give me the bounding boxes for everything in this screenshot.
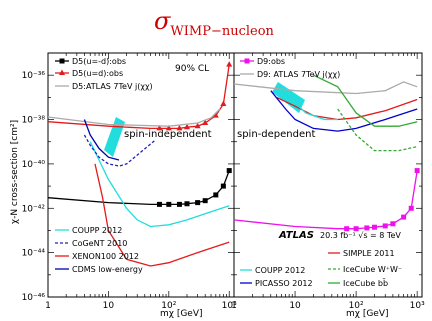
legend-label: D9:obs <box>257 57 285 66</box>
sd-label: spin-dependent <box>237 129 315 140</box>
series-line-coupp-2012 <box>288 96 338 121</box>
legend-label: XENON100 2012 <box>72 252 139 261</box>
legend-entry: D5(u=d):obs <box>55 69 123 78</box>
y-tick-label: 10⁻⁴² <box>22 204 46 214</box>
series-line-d5-u-d-obs <box>47 170 230 206</box>
x-axis-label-left: mχ [GeV] <box>160 309 203 319</box>
x-tick-label: 10 <box>289 301 301 311</box>
legend-label: CoGeNT 2010 <box>72 239 127 248</box>
series-point-d9-obs <box>414 168 420 174</box>
series-line-d5-u-d-obs <box>47 64 230 130</box>
legend-marker <box>59 69 65 75</box>
series-point-d5-u-d-obs <box>176 124 183 131</box>
series-point-d5-u-d-obs <box>213 192 219 198</box>
series-point-d5-u-d-obs <box>220 183 226 189</box>
x-tick-label: 10² <box>161 301 176 311</box>
legend-marker <box>59 58 65 64</box>
legend-entry: D5:ATLAS 7TeV j(χχ) <box>55 82 153 91</box>
legend-label: CDMS low-energy <box>72 265 143 274</box>
coupp-si-signal-band <box>104 117 125 157</box>
legend-label: PICASSO 2012 <box>255 279 313 288</box>
legend-entry: COUPP 2012 <box>55 226 122 235</box>
series-point-d5-u-d-obs <box>156 124 163 131</box>
series-point-d5-u-d-obs <box>212 112 219 118</box>
chart-title: σWIMP−nucleon <box>154 7 275 39</box>
legend-label: IceCube bb̄ <box>343 278 388 288</box>
plot-layer: D5(u=-d):obs D5(u=d):obs D5:ATLAS 7TeV j(χ… <box>47 57 420 288</box>
legend-label: D9: ATLAS 7TeV j(χχ) <box>257 70 340 79</box>
si-label: spin-independent <box>124 129 212 140</box>
cl-label: 90% CL <box>175 64 209 74</box>
series-point-d5-u-d-obs <box>202 198 208 204</box>
series-point-d9-obs <box>364 225 370 231</box>
x-tick-label: 1 <box>231 301 237 311</box>
right-panel-frame <box>233 52 423 298</box>
series-line-d9-obs <box>233 170 418 230</box>
title-symbol: σ <box>154 7 171 35</box>
series-point-d5-u-d-obs <box>202 119 209 125</box>
legend-label: COUPP 2012 <box>255 266 305 275</box>
series-line-d5-atlas-7tev-j <box>47 108 221 127</box>
legend-entry: D9: ATLAS 7TeV j(χχ) <box>240 70 340 79</box>
series-point-d5-u-d-obs <box>220 100 227 107</box>
y-tick-label: 10⁻⁴⁰ <box>22 160 46 170</box>
series-point-d9-obs <box>408 205 414 211</box>
y-tick-label: 10⁻³⁸ <box>22 116 46 126</box>
y-tick-label: 10⁻⁴⁴ <box>22 249 46 259</box>
legend-entry: IceCube bb̄ <box>328 278 388 288</box>
series-point-d5-u-d-obs <box>194 122 201 129</box>
legend-entry: XENON100 2012 <box>55 252 139 261</box>
series-line-picasso-2012 <box>270 90 418 132</box>
legend-entry: CDMS low-energy <box>55 265 143 274</box>
series-line-cdms-low-energy <box>83 119 120 161</box>
series-point-d9-obs <box>401 214 407 220</box>
series-point-d5-u-d-obs <box>176 201 182 207</box>
series-line-xenon100-2012 <box>94 163 230 267</box>
legend-entry: D9:obs <box>240 57 285 66</box>
legend-label: SIMPLE 2011 <box>343 249 395 258</box>
legend-label: D5(u=-d):obs <box>72 57 126 66</box>
x-tick-label: 10² <box>349 301 364 311</box>
x-tick-label: 1 <box>45 301 51 311</box>
atlas-label: ATLAS <box>278 230 314 241</box>
series-point-d5-u-d-obs <box>165 124 172 131</box>
title-subscript: WIMP−nucleon <box>170 24 274 39</box>
series-point-d9-obs <box>382 223 388 229</box>
x-tick-label: 10³ <box>222 301 237 311</box>
legend-entry: CoGeNT 2010 <box>55 239 127 248</box>
legend-entry: SIMPLE 2011 <box>328 249 395 258</box>
series-point-d5-u-d-obs <box>156 201 162 207</box>
series-line-coupp-2012 <box>89 141 230 228</box>
series-point-d5-u-d-obs <box>166 201 172 207</box>
series-point-d9-obs <box>344 226 350 232</box>
series-point-d5-u-d-obs <box>226 61 233 67</box>
legend-label: COUPP 2012 <box>72 226 122 235</box>
legend-entry: PICASSO 2012 <box>240 279 313 288</box>
legend-label: IceCube W⁺W⁻ <box>343 265 402 274</box>
legend-entry: COUPP 2012 <box>240 266 305 275</box>
y-tick-label: 10⁻³⁶ <box>22 71 46 81</box>
legend-label: D5(u=d):obs <box>72 69 123 78</box>
y-tick-label: 10⁻⁴⁶ <box>22 293 46 303</box>
series-line-d9-atlas-7tev-j <box>233 81 418 95</box>
y-axis-label: χ-N cross-section [cm²] <box>10 120 20 224</box>
series-point-d9-obs <box>390 221 396 227</box>
legend-entry: D5(u=-d):obs <box>55 57 126 66</box>
series-point-d5-u-d-obs <box>184 201 190 207</box>
series-point-d5-u-d-obs <box>183 123 190 130</box>
lumi-label: 20.3 fb⁻¹ √s = 8 TeV <box>320 231 401 240</box>
x-axis-label-right: mχ [GeV] <box>346 309 389 319</box>
legend-label: D5:ATLAS 7TeV j(χχ) <box>72 82 153 91</box>
series-line-icecube-w-w <box>337 108 418 152</box>
legend-marker <box>244 58 250 64</box>
series-point-d5-u-d-obs <box>226 168 232 174</box>
legend-entry: IceCube W⁺W⁻ <box>328 265 402 274</box>
series-point-d9-obs <box>371 224 377 230</box>
x-tick-label: 10³ <box>410 301 425 311</box>
series-point-d9-obs <box>353 226 359 232</box>
series-point-d5-u-d-obs <box>195 200 201 206</box>
series-line-icecube-bb <box>313 74 418 127</box>
x-tick-label: 10 <box>103 301 115 311</box>
